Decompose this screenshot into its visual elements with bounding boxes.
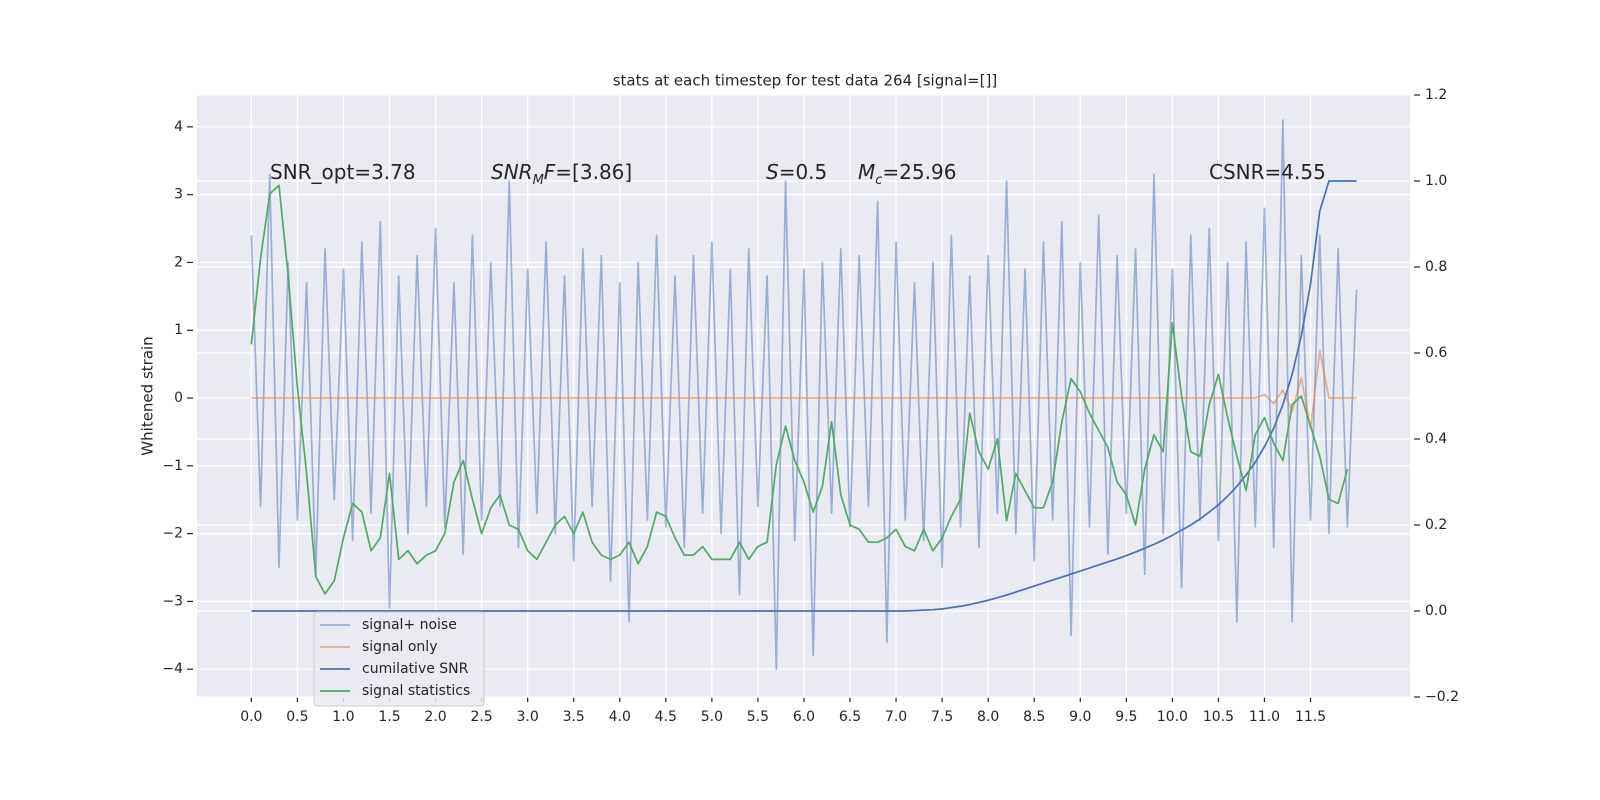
x-tick-label: 4.5 [655, 709, 677, 725]
x-tick-label: 1.0 [332, 709, 354, 725]
annotation-part: c [875, 173, 882, 188]
annotation-part: SNR [491, 160, 533, 184]
x-tick-label: 3.5 [563, 709, 585, 725]
x-tick-label: 0.0 [240, 709, 262, 725]
legend-label: cumilative SNR [362, 661, 469, 677]
legend-label: signal+ noise [362, 617, 457, 633]
series-line [251, 349, 1357, 430]
x-tick-label: 2.5 [470, 709, 492, 725]
x-tick-label: 0.5 [286, 709, 308, 725]
x-tick-label: 3.0 [517, 709, 539, 725]
series-line [250, 184, 1349, 595]
x-tick-label: 11.0 [1249, 709, 1280, 725]
y-tick-label: −2 [162, 526, 183, 542]
y2-tick-label: 1.2 [1425, 87, 1447, 103]
x-tick-label: 6.0 [793, 709, 815, 725]
x-tick-label: 8.5 [1023, 709, 1045, 725]
x-tick-label: 7.5 [931, 709, 953, 725]
y-tick-label: 4 [174, 119, 183, 135]
legend-label: signal only [362, 639, 437, 655]
y2-tick-label: −0.2 [1425, 689, 1459, 705]
x-tick-label: 9.5 [1115, 709, 1137, 725]
x-tick-label: 2.0 [424, 709, 446, 725]
x-tick-label: 7.0 [885, 709, 907, 725]
x-tick-label: 10.5 [1203, 709, 1234, 725]
y-axis-label: Whitened strain [139, 336, 157, 455]
annotation-part: S [766, 160, 779, 184]
x-tick-label: 5.0 [701, 709, 723, 725]
y2-tick-label: 0.4 [1425, 431, 1447, 447]
annotation-part: CSNR=4.55 [1209, 160, 1326, 184]
annotation-part: M [858, 160, 875, 184]
annotation-part: =25.96 [882, 160, 956, 184]
annotation: SNRMF=[3.86] [491, 160, 632, 189]
legend-label: signal statistics [362, 683, 470, 699]
y-tick-label: −4 [162, 661, 183, 677]
series-line [250, 119, 1358, 671]
series-line [251, 180, 1357, 612]
y-tick-label: −3 [162, 593, 183, 609]
annotation-part: =[3.86] [555, 160, 632, 184]
x-tick-label: 1.5 [378, 709, 400, 725]
y2-tick-label: 0.2 [1425, 517, 1447, 533]
annotation: CSNR=4.55 [1209, 160, 1326, 184]
y-tick-label: 3 [174, 187, 183, 203]
annotation-part: =0.5 [779, 160, 828, 184]
annotation-part: SNR_opt=3.78 [270, 160, 416, 184]
x-tick-label: 5.5 [747, 709, 769, 725]
x-tick-label: 8.0 [977, 709, 999, 725]
x-tick-label: 6.5 [839, 709, 861, 725]
x-tick-label: 4.0 [609, 709, 631, 725]
y-tick-label: 2 [174, 254, 183, 270]
annotation-part: M [533, 173, 544, 188]
y-tick-label: −1 [162, 458, 183, 474]
annotation: SNR_opt=3.78 [270, 160, 416, 184]
y2-tick-label: 0.6 [1425, 345, 1447, 361]
chart-title: stats at each timestep for test data 264… [613, 72, 998, 90]
y-tick-label: 0 [174, 390, 183, 406]
x-tick-label: 9.0 [1069, 709, 1091, 725]
y2-tick-label: 0.8 [1425, 259, 1447, 275]
y2-tick-label: 1.0 [1425, 173, 1447, 189]
x-tick-label: 11.5 [1295, 709, 1326, 725]
annotation-part: F [544, 160, 556, 184]
annotation: Mc=25.96 [858, 160, 956, 189]
annotation: S=0.5 [766, 160, 827, 184]
legend-box [313, 611, 485, 707]
y-tick-label: 1 [174, 322, 183, 338]
y2-tick-label: 0.0 [1425, 603, 1447, 619]
x-tick-label: 10.0 [1157, 709, 1188, 725]
